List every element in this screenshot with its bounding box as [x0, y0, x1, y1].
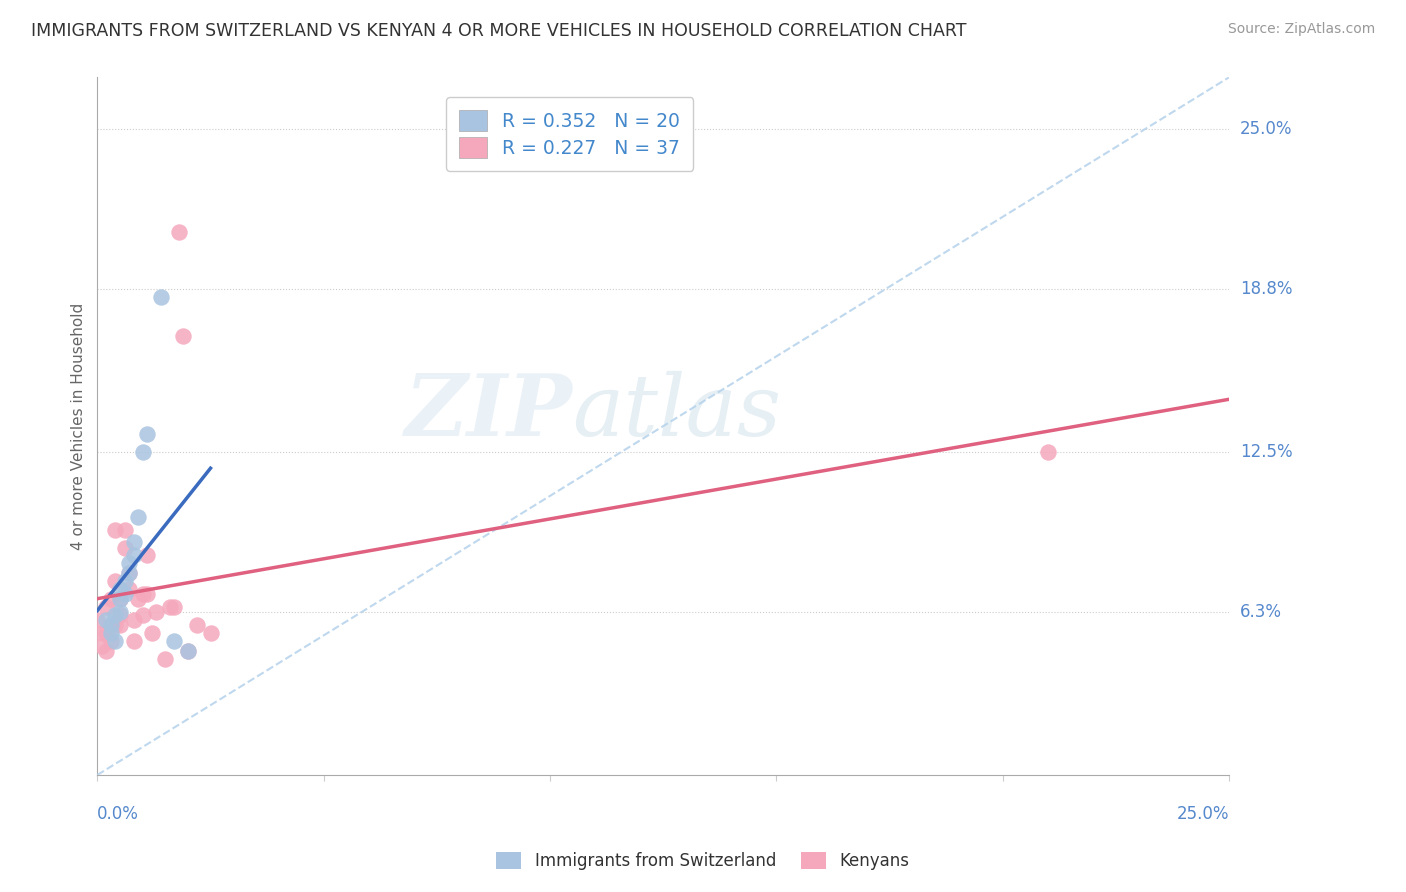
Point [100, 618, 122, 632]
Legend: Immigrants from Switzerland, Kenyans: Immigrants from Switzerland, Kenyans [489, 845, 917, 877]
Point [108, 592, 131, 607]
Point [200, 625, 222, 640]
Point [122, 549, 145, 563]
Point [96, 613, 118, 627]
Point [141, 625, 163, 640]
Point [114, 574, 136, 589]
Point [136, 587, 159, 601]
Point [122, 535, 145, 549]
Text: 25.0%: 25.0% [1240, 120, 1292, 138]
Point [149, 290, 172, 304]
Text: atlas: atlas [572, 371, 782, 453]
Point [104, 574, 127, 589]
Point [104, 618, 127, 632]
Point [167, 226, 190, 240]
Point [118, 582, 141, 596]
Point [163, 600, 186, 615]
Text: 6.3%: 6.3% [1240, 603, 1282, 621]
Point [118, 566, 141, 581]
Point [145, 605, 167, 619]
Text: 0.0%: 0.0% [97, 805, 139, 823]
Text: Source: ZipAtlas.com: Source: ZipAtlas.com [1227, 22, 1375, 37]
Point [100, 633, 122, 648]
Point [96, 600, 118, 615]
Point [131, 607, 153, 622]
Point [108, 605, 131, 619]
Point [90, 639, 112, 653]
Text: 12.5%: 12.5% [1240, 443, 1292, 461]
Y-axis label: 4 or more Vehicles in Household: 4 or more Vehicles in Household [72, 302, 86, 549]
Text: 25.0%: 25.0% [1177, 805, 1229, 823]
Point [96, 644, 118, 658]
Point [159, 600, 181, 615]
Point [136, 426, 159, 441]
Point [108, 607, 131, 622]
Point [104, 523, 127, 537]
Point [104, 633, 127, 648]
Point [114, 523, 136, 537]
Point [186, 618, 208, 632]
Point [100, 592, 122, 607]
Point [155, 651, 177, 665]
Point [100, 625, 122, 640]
Point [127, 509, 149, 524]
Text: IMMIGRANTS FROM SWITZERLAND VS KENYAN 4 OR MORE VEHICLES IN HOUSEHOLD CORRELATIO: IMMIGRANTS FROM SWITZERLAND VS KENYAN 4 … [31, 22, 966, 40]
Point [100, 618, 122, 632]
Point [127, 592, 149, 607]
Point [104, 607, 127, 622]
Point [118, 556, 141, 570]
Point [172, 328, 194, 343]
Point [118, 566, 141, 581]
Text: 18.8%: 18.8% [1240, 280, 1292, 298]
Point [136, 549, 159, 563]
Point [86, 613, 108, 627]
Point [108, 618, 131, 632]
Point [122, 633, 145, 648]
Point [131, 445, 153, 459]
Point [131, 587, 153, 601]
Text: ZIP: ZIP [405, 370, 572, 454]
Point [114, 541, 136, 555]
Legend: R = 0.352   N = 20, R = 0.227   N = 37: R = 0.352 N = 20, R = 0.227 N = 37 [446, 97, 693, 171]
Point [1036, 445, 1059, 459]
Point [163, 633, 186, 648]
Point [108, 592, 131, 607]
Point [177, 644, 200, 658]
Point [90, 625, 112, 640]
Point [108, 582, 131, 596]
Point [177, 644, 200, 658]
Point [114, 587, 136, 601]
Point [96, 625, 118, 640]
Point [122, 613, 145, 627]
